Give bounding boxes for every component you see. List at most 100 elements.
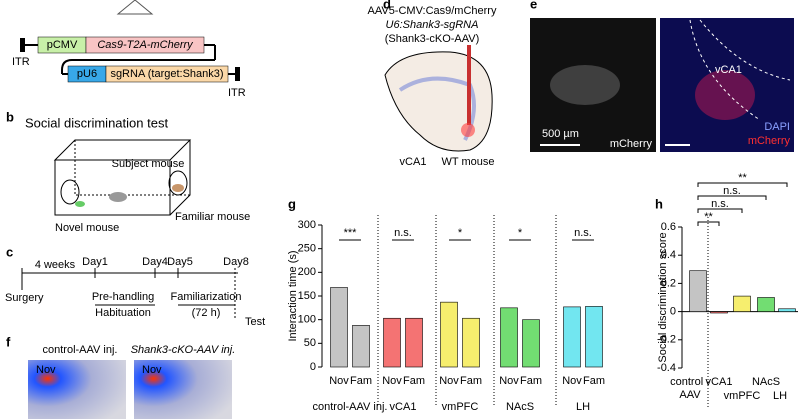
x-tick-label: Fam: [350, 375, 372, 387]
annotation: U6:Shank3-sgRNA: [386, 19, 479, 31]
arena: [53, 139, 192, 216]
timeline: [21, 268, 238, 320]
x-tick-label: Nov: [329, 375, 349, 387]
x-tick-label: Fam: [583, 375, 605, 387]
event: Surgery: [5, 292, 44, 304]
sig-bracket: [697, 182, 788, 187]
x-tick-label: NAcS: [751, 376, 781, 388]
bar: [778, 308, 796, 312]
y-tick-label: 0.4: [661, 249, 676, 261]
panel-label: b: [6, 109, 14, 124]
y-axis-label: Interaction time (s): [287, 250, 299, 341]
y-tick-label: -0.4: [657, 362, 676, 374]
annotation: (Shank3-cKO-AAV): [385, 33, 480, 45]
x-tick-label: Nov: [499, 375, 519, 387]
annotation: Familiar mouse: [175, 211, 250, 223]
image: [530, 18, 656, 152]
significance: *: [458, 227, 463, 239]
panel-label: d: [383, 0, 391, 11]
annotation: vCA1: [715, 64, 742, 76]
x-tick-label: Nov: [439, 375, 459, 387]
bar: [500, 307, 518, 368]
y-tick-label: -0.2: [657, 334, 676, 346]
bar: [757, 297, 775, 312]
panel-label: f: [6, 334, 11, 349]
group-label: vCA1: [390, 401, 417, 413]
annotation: Nov: [36, 364, 56, 376]
bar: [330, 287, 348, 368]
y-tick-label: 0: [310, 361, 316, 373]
bar: [462, 317, 480, 368]
itr: ITR: [228, 87, 246, 99]
group-label: vmPFC: [442, 401, 479, 413]
annotation: Subject mouse: [112, 158, 185, 170]
bar: [689, 270, 707, 312]
group-label: NAcS: [506, 401, 534, 413]
heatmap: [134, 360, 232, 419]
x-tick-label: vmPFC: [723, 390, 761, 402]
promoter: pU6: [77, 68, 97, 80]
bar: [522, 319, 540, 368]
bar: [733, 295, 751, 312]
x-tick-label: Nov: [562, 375, 582, 387]
construct: [20, 0, 240, 83]
y-tick-label: 100: [298, 314, 316, 326]
annotation: vCA1: [400, 156, 427, 168]
bar: [405, 317, 423, 368]
sig-bracket: [697, 195, 767, 200]
event: Pre-handling: [92, 291, 154, 303]
channel: mCherry: [610, 138, 653, 150]
y-tick-label: 250: [298, 243, 316, 255]
group-label: LH: [576, 401, 590, 413]
significance: *: [518, 227, 523, 239]
x-tick-label: Fam: [520, 375, 542, 387]
day: Day4: [142, 256, 168, 268]
promoter: pCMV: [47, 39, 78, 51]
duration: 4 weeks: [35, 259, 76, 271]
significance: n.s.: [574, 227, 592, 239]
gene: Cas9-T2A-mCherry: [97, 39, 194, 51]
y-tick-label: 200: [298, 266, 316, 278]
y-axis-label: Social discrimination score: [657, 232, 669, 362]
itr: ITR: [12, 56, 30, 68]
bar: [440, 301, 458, 368]
panel-label: c: [6, 244, 13, 259]
y-tick-label: 50: [304, 337, 316, 349]
x-tick-label: control -AAV: [670, 376, 710, 401]
heatmap: [28, 360, 126, 419]
image-title: Shank3-cKO-AAV inj.: [131, 344, 236, 356]
significance: ***: [344, 227, 358, 239]
bar: [563, 306, 581, 368]
y-tick-label: 150: [298, 290, 316, 302]
x-tick-label: Nov: [382, 375, 402, 387]
bar: [352, 325, 370, 368]
panel-label: e: [530, 0, 537, 11]
y-tick-label: 300: [298, 219, 316, 231]
y-tick-label: 0.2: [661, 277, 676, 289]
annotation: Novel mouse: [55, 222, 119, 234]
x-tick-label: Fam: [460, 375, 482, 387]
channel: DAPI: [764, 121, 790, 133]
scale-bar: 500 µm: [542, 128, 579, 140]
brain-diagram: [384, 45, 493, 152]
day: Day8: [223, 256, 249, 268]
significance: n.s.: [394, 227, 412, 239]
panel-title: Social discrimination test: [25, 115, 168, 130]
annotation: Nov: [142, 364, 162, 376]
group-label: control-AAV inj.: [313, 401, 388, 413]
image-title: control-AAV inj.: [43, 344, 118, 356]
bar: [585, 306, 603, 368]
gene: sgRNA (target:Shank3): [110, 68, 223, 80]
day: Day5: [167, 256, 193, 268]
significance: **: [738, 172, 747, 184]
annotation: WT mouse: [442, 156, 495, 168]
y-tick-label: 0.6: [661, 221, 676, 233]
panel-label: h: [655, 196, 663, 211]
x-tick-label: LH: [772, 390, 788, 402]
significance: n.s.: [723, 185, 741, 197]
bar: [710, 311, 728, 314]
sig-bracket: [697, 208, 743, 213]
significance: **: [704, 211, 713, 223]
